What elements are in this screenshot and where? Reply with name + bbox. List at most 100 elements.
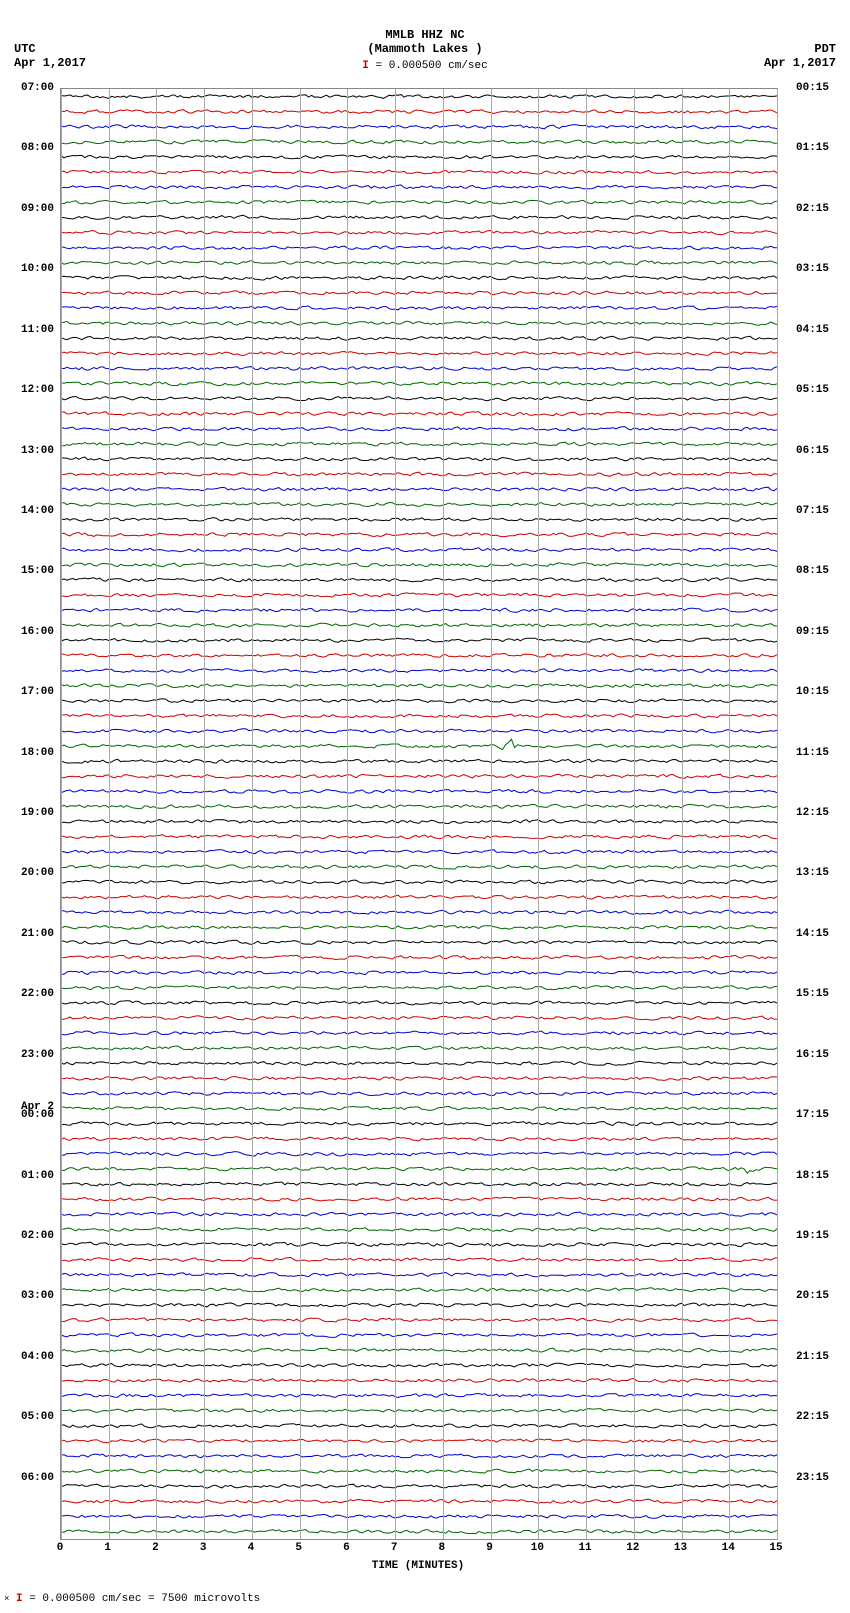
title-line-2: (Mammoth Lakes )	[367, 42, 482, 56]
x-tick-label: 15	[769, 1542, 782, 1554]
left-time-label: 13:00	[21, 445, 54, 457]
seismic-trace	[61, 382, 777, 386]
x-tick-label: 2	[152, 1542, 159, 1554]
seismic-trace	[61, 397, 777, 401]
right-time-label: 07:15	[796, 505, 829, 517]
seismic-trace	[61, 261, 777, 265]
seismic-trace	[61, 276, 777, 280]
right-time-label: 10:15	[796, 686, 829, 698]
seismic-trace	[61, 1046, 777, 1050]
left-time-label: 03:00	[21, 1290, 54, 1302]
seismic-trace	[61, 1106, 777, 1110]
left-time-label: 21:00	[21, 928, 54, 940]
seismic-trace	[61, 563, 777, 567]
seismic-trace	[61, 1409, 777, 1413]
seismic-trace	[61, 1257, 777, 1261]
right-time-label: 21:15	[796, 1351, 829, 1363]
gridline	[777, 89, 778, 1539]
left-time-label: 12:00	[21, 384, 54, 396]
seismic-trace	[61, 1318, 777, 1322]
seismic-trace	[61, 502, 777, 506]
seismic-trace	[61, 578, 777, 582]
left-time-label: 19:00	[21, 807, 54, 819]
footer-scale: × I = 0.000500 cm/sec = 7500 microvolts	[4, 1593, 260, 1605]
seismic-trace	[61, 729, 777, 733]
left-time-label: 08:00	[21, 142, 54, 154]
gridline	[491, 89, 492, 1539]
right-time-label: 13:15	[796, 867, 829, 879]
seismic-trace	[61, 367, 777, 371]
seismic-trace	[61, 1031, 777, 1035]
seismic-trace	[61, 321, 777, 325]
left-time-label: 06:00	[21, 1472, 54, 1484]
seismic-trace	[61, 1333, 777, 1338]
seismic-trace	[61, 986, 777, 990]
gridline	[443, 89, 444, 1539]
left-time-label: 20:00	[21, 867, 54, 879]
seismic-trace	[61, 1499, 777, 1503]
tz-right-label: PDT	[814, 42, 836, 56]
seismic-trace	[61, 518, 777, 522]
seismic-trace	[61, 910, 777, 914]
seismic-trace	[61, 95, 777, 99]
seismic-trace	[61, 1363, 777, 1367]
left-time-label: 01:00	[21, 1170, 54, 1182]
left-time-label: 07:00	[21, 82, 54, 94]
left-time-label: 17:00	[21, 686, 54, 698]
left-time-label: 04:00	[21, 1351, 54, 1363]
right-time-label: 06:15	[796, 445, 829, 457]
timezone-right: PDT Apr 1,2017	[764, 42, 836, 70]
gridline	[347, 89, 348, 1539]
left-time-label: 10:00	[21, 263, 54, 275]
left-time-label: 22:00	[21, 988, 54, 1000]
left-time-label: 15:00	[21, 565, 54, 577]
seismic-trace	[61, 1273, 777, 1277]
seismic-trace	[61, 336, 777, 340]
left-time-label: 02:00	[21, 1230, 54, 1242]
right-time-label: 16:15	[796, 1049, 829, 1061]
right-time-label: 19:15	[796, 1230, 829, 1242]
seismic-trace	[61, 1137, 777, 1141]
x-axis-title: TIME (MINUTES)	[60, 1560, 776, 1572]
seismic-trace	[61, 306, 777, 310]
seismic-trace	[61, 291, 777, 295]
gridline	[156, 89, 157, 1539]
seismic-trace	[61, 1152, 777, 1156]
seismic-trace	[61, 850, 777, 854]
gridline	[252, 89, 253, 1539]
traces-svg	[61, 89, 777, 1539]
x-tick-label: 13	[674, 1542, 687, 1554]
seismic-trace	[61, 1077, 777, 1081]
tz-right-date: Apr 1,2017	[764, 56, 836, 70]
left-time-label: 00:00	[21, 1109, 54, 1121]
gridline	[109, 89, 110, 1539]
gridline	[538, 89, 539, 1539]
scale-text: = 0.000500 cm/sec	[376, 60, 488, 72]
seismogram-container: MMLB HHZ NC (Mammoth Lakes ) I = 0.00050…	[0, 0, 850, 1613]
right-time-label: 14:15	[796, 928, 829, 940]
seismic-trace	[61, 820, 777, 824]
seismic-trace	[61, 1454, 777, 1458]
seismic-trace	[61, 427, 777, 431]
right-time-label: 03:15	[796, 263, 829, 275]
seismic-trace	[61, 1197, 777, 1201]
seismic-trace	[61, 246, 777, 250]
x-tick-label: 11	[578, 1542, 591, 1554]
seismic-trace	[61, 971, 777, 975]
seismic-trace	[61, 835, 777, 839]
seismic-trace	[61, 1348, 777, 1352]
tz-left-date: Apr 1,2017	[14, 56, 86, 70]
seismic-trace	[61, 895, 777, 899]
gridline	[682, 89, 683, 1539]
left-time-label: 16:00	[21, 626, 54, 638]
right-time-label: 11:15	[796, 747, 829, 759]
right-time-label: 00:15	[796, 82, 829, 94]
seismic-trace	[61, 1469, 777, 1473]
tz-left-label: UTC	[14, 42, 36, 56]
left-time-label: 05:00	[21, 1411, 54, 1423]
seismic-trace	[61, 1122, 777, 1126]
seismic-trace	[61, 608, 777, 612]
seismic-trace	[61, 231, 777, 235]
seismic-trace	[61, 1182, 777, 1186]
gridline	[729, 89, 730, 1539]
